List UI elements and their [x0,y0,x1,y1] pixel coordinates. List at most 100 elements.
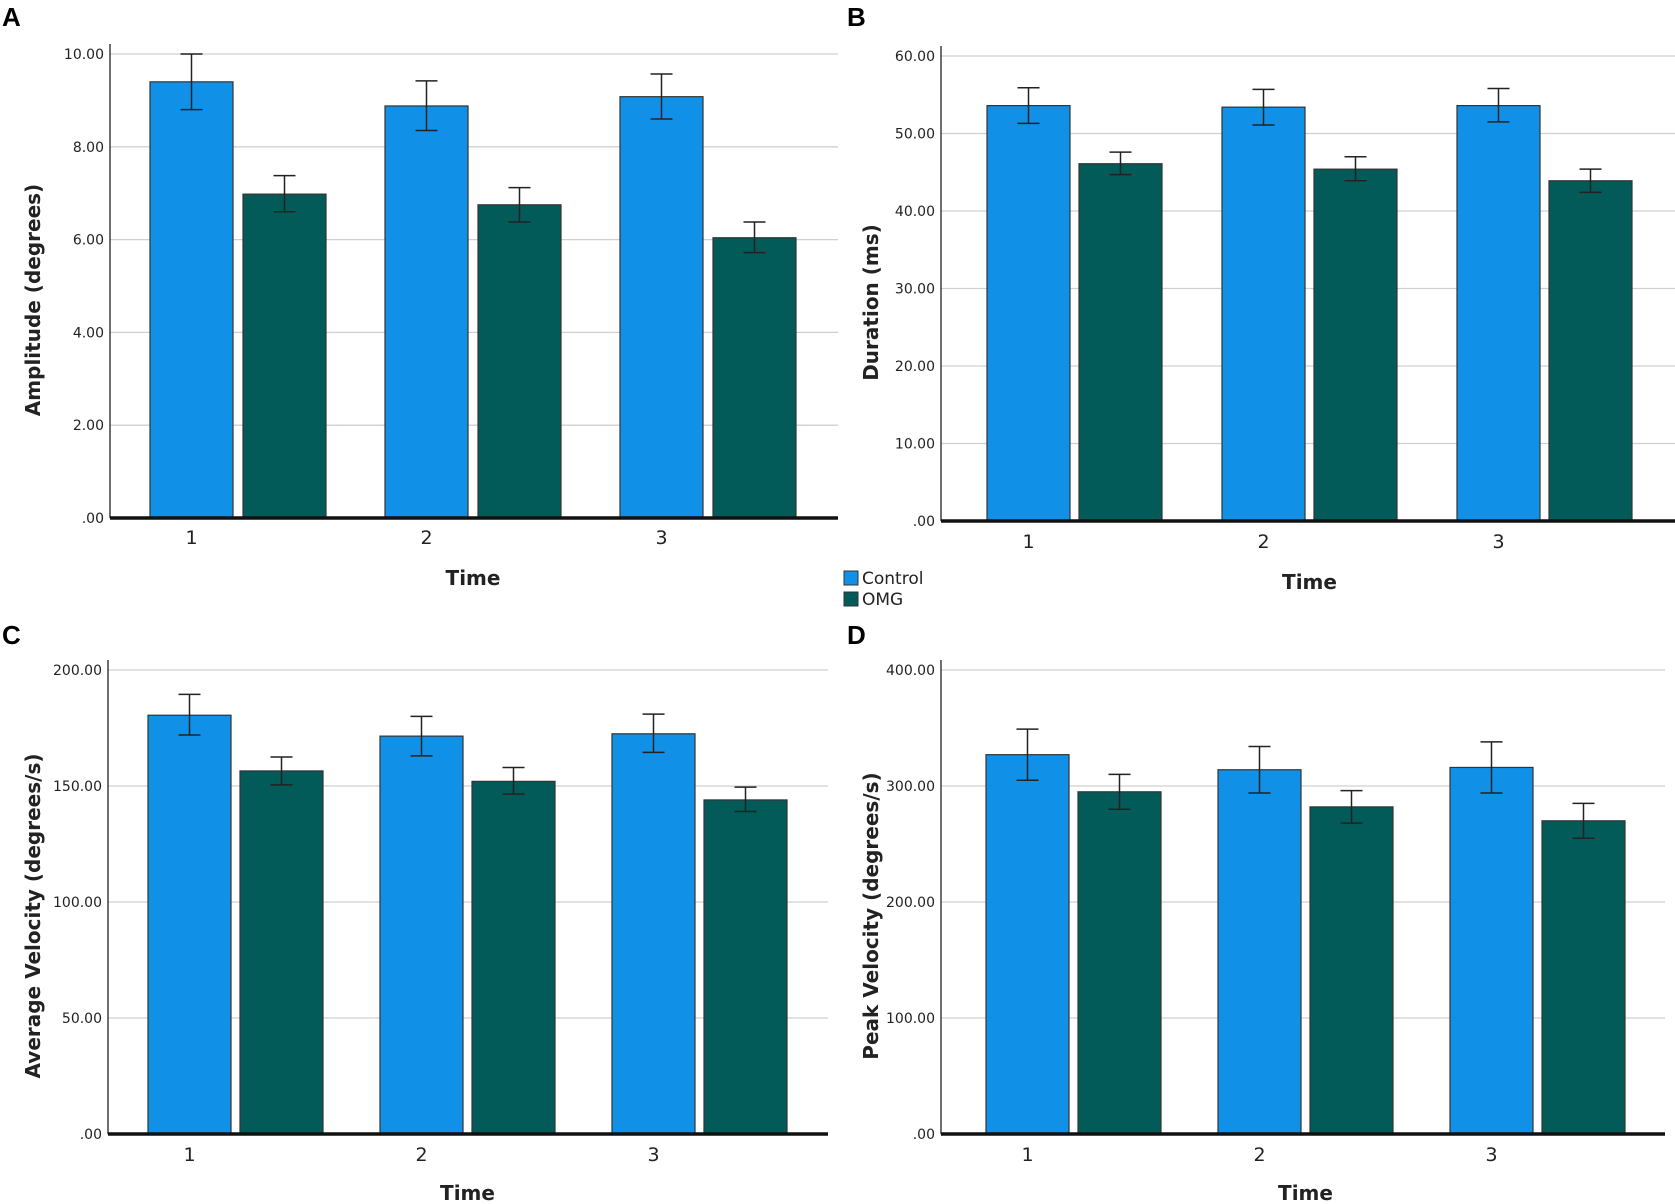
y-tick-label: 100.00 [53,895,102,911]
y-tick-label: 10.00 [64,47,104,63]
y-tick-label: 60.00 [895,49,935,65]
x-axis-title: Time [440,1181,495,1204]
y-axis-title: Amplitude (degrees) [21,184,45,416]
y-tick-label: 50.00 [895,127,935,143]
y-tick-label: 8.00 [73,140,104,156]
panel-C: C .00 50.00 100.00 150.00 200.00 1 2 3 Time Averag… [2,620,828,1204]
x-tick-label: 2 [1257,531,1269,553]
x-tick-label: 2 [1253,1144,1265,1166]
y-tick-label: 100.00 [886,1011,935,1027]
error-bar-control-time-3 [650,73,673,120]
x-tick-label: 2 [420,527,432,549]
x-axis-title: Time [446,566,501,590]
bar-omg-time-3 [1541,820,1626,1135]
bar-omg-time-2 [1309,806,1394,1135]
panel-letter-B: B [847,2,866,32]
error-bar-omg-time-1 [1108,773,1131,810]
y-tick-label: 10.00 [895,437,935,453]
error-bar-control-time-2 [415,80,438,132]
error-bar-omg-time-3 [1572,802,1595,839]
legend-item-control: Control [843,569,923,589]
x-axis-title: Time [1278,1181,1333,1204]
bar-control-time-2 [1221,106,1306,522]
error-bar-omg-time-1 [273,174,296,213]
bar-omg-time-2 [477,204,562,519]
bar-control-time-2 [384,105,469,519]
error-bar-control-time-2 [410,715,433,757]
bar-omg-time-1 [1077,791,1162,1135]
y-axis-title: Duration (ms) [859,224,883,381]
y-tick-label: 6.00 [73,233,104,249]
y-tick-label: 200.00 [53,663,102,679]
panel-D: D .00 100.00 200.00 300.00 400.00 1 2 3 Time Peak … [847,620,1665,1204]
error-bar-omg-time-2 [1344,156,1367,182]
x-tick-label: 1 [185,527,197,549]
y-tick-label: 400.00 [886,663,935,679]
error-bar-control-time-3 [642,713,665,754]
panel-letter-C: C [2,620,21,650]
y-tick-label: 30.00 [895,282,935,298]
error-bar-omg-time-3 [1579,168,1602,194]
bar-omg-time-1 [242,193,327,519]
y-tick-label: .00 [913,514,935,530]
bar-control-time-1 [986,104,1071,522]
error-bar-control-time-1 [180,53,203,111]
bar-omg-time-3 [703,799,788,1135]
y-tick-label: 2.00 [73,418,104,434]
y-tick-label: 20.00 [895,359,935,375]
bar-omg-time-2 [1313,168,1398,522]
error-bar-omg-time-1 [1109,151,1132,176]
y-tick-label: 40.00 [895,204,935,220]
y-tick-label: 200.00 [886,895,935,911]
legend-swatch [843,570,859,586]
error-bar-control-time-3 [1480,741,1503,794]
error-bar-control-time-2 [1252,88,1275,126]
error-bar-control-time-3 [1487,87,1510,123]
bar-omg-time-3 [712,237,797,519]
error-bar-omg-time-3 [743,221,766,254]
y-tick-label: 300.00 [886,779,935,795]
error-bar-omg-time-2 [1340,789,1363,824]
bar-control-time-3 [619,96,704,519]
y-axis-title: Average Velocity (degrees/s) [21,754,45,1079]
bar-control-time-1 [985,754,1070,1135]
legend-item-omg: OMG [843,590,903,610]
error-bar-omg-time-2 [508,186,531,223]
x-tick-label: 1 [1022,531,1034,553]
bar-control-time-2 [379,735,464,1135]
bar-control-time-1 [149,81,234,519]
legend-swatch [843,591,859,607]
error-bar-control-time-1 [178,693,201,736]
bar-control-time-3 [611,733,696,1135]
bar-control-time-3 [1449,766,1534,1135]
panel-B: B .00 10.00 20.00 30.00 40.00 50.00 60.00 1 2 3 Tim… [847,2,1675,594]
x-tick-label: 3 [1492,531,1504,553]
x-tick-label: 1 [183,1144,195,1166]
x-tick-label: 3 [647,1144,659,1166]
bar-omg-time-1 [1078,163,1163,522]
y-tick-label: 50.00 [62,1011,102,1027]
bar-control-time-1 [147,714,232,1135]
error-bar-control-time-1 [1017,87,1040,125]
x-tick-label: 3 [1485,1144,1497,1166]
x-axis-title: Time [1282,570,1337,594]
panel-letter-D: D [847,620,866,650]
error-bar-control-time-1 [1016,728,1039,781]
bar-omg-time-3 [1548,180,1633,522]
y-tick-label: .00 [80,1127,102,1143]
panel-A: A .00 2.00 4.00 6.00 8.00 10.00 1 2 3 Time Amplitud… [2,2,838,590]
y-tick-label: 4.00 [73,325,104,341]
x-tick-label: 1 [1021,1144,1033,1166]
panel-letter-A: A [2,2,21,32]
error-bar-omg-time-3 [734,786,757,813]
y-axis-title: Peak Velocity (degrees/s) [859,772,883,1059]
bar-omg-time-1 [239,770,324,1135]
y-tick-label: .00 [82,511,104,527]
legend-label: OMG [862,590,903,610]
error-bar-omg-time-2 [502,766,525,795]
legend-label: Control [862,569,923,589]
x-tick-label: 3 [655,527,667,549]
bar-control-time-2 [1217,769,1302,1135]
